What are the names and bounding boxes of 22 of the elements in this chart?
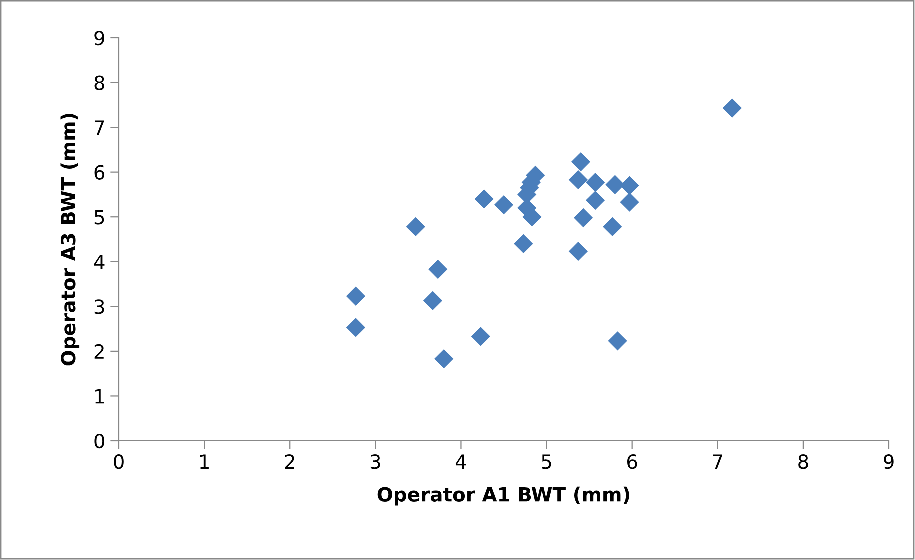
y-tick-label: 1 <box>96 389 104 404</box>
x-tick-label: 1 <box>200 454 209 469</box>
x-tick-label: 3 <box>370 454 380 470</box>
y-tick-label: 2 <box>94 344 104 359</box>
y-tick-label: 8 <box>94 76 104 90</box>
x-axis-title: Operator A1 BWT (mm) <box>378 486 630 506</box>
y-axis-title: Operator A3 BWT (mm) <box>60 114 80 366</box>
y-tick-label: 5 <box>94 210 104 225</box>
x-tick-label: 2 <box>285 454 294 469</box>
x-tick-label: 5 <box>542 454 552 470</box>
y-tick-label: 7 <box>95 120 104 135</box>
x-tick-label: 4 <box>456 454 466 469</box>
x-tick-label: 8 <box>798 454 808 470</box>
y-tick-label: 9 <box>94 30 104 46</box>
y-tick-label: 0 <box>94 434 105 449</box>
y-tick-label: 6 <box>94 165 105 180</box>
x-tick-label: 0 <box>114 454 124 470</box>
x-tick-label: 9 <box>884 454 894 470</box>
x-tick-label: 6 <box>628 454 638 470</box>
y-tick-label: 3 <box>94 300 104 314</box>
y-tick-label: 4 <box>94 255 105 270</box>
x-tick-label: 7 <box>713 454 722 469</box>
